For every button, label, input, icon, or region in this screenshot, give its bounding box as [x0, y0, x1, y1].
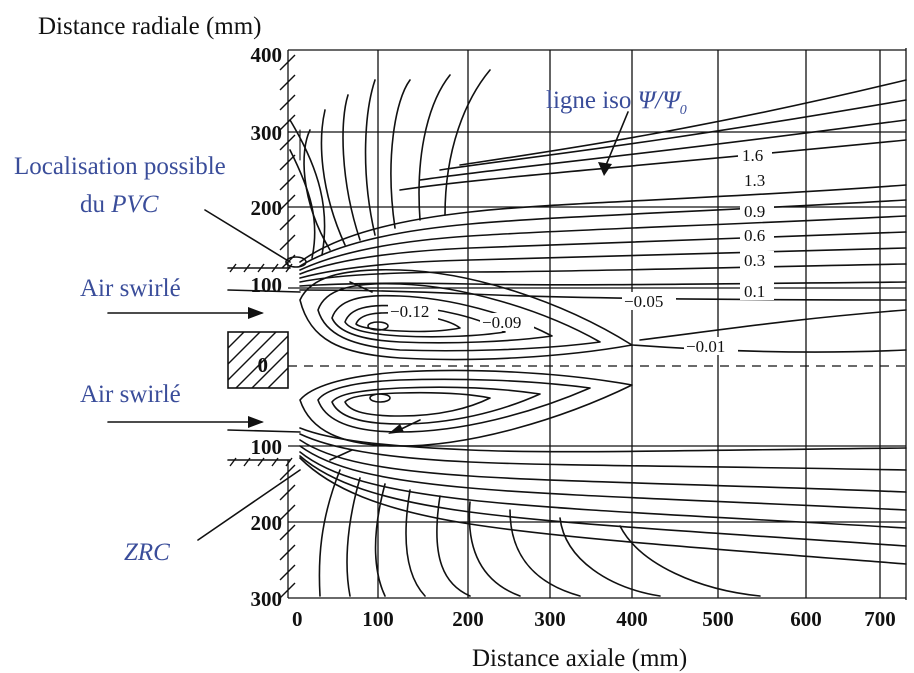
x-tick: 100: [362, 607, 394, 631]
x-tick-labels: 0 100 200 300 400 500 600 700: [292, 607, 896, 631]
x-tick: 400: [616, 607, 648, 631]
pvc-label-line1: Localisation possible: [14, 153, 226, 180]
iso-label: 0.1: [744, 282, 765, 301]
lower-streamlines: [299, 427, 907, 597]
y-axis-title: Distance radiale (mm): [38, 13, 262, 40]
y-tick: 300: [251, 587, 283, 611]
iso-label: 0.9: [744, 202, 765, 221]
y-tick: 100: [251, 273, 283, 297]
y-tick-labels: 400 300 200 100 0 100 200 300: [251, 43, 283, 611]
iso-label: 0.3: [744, 251, 765, 270]
inlet-arrows: [107, 289, 301, 433]
iso-label: 1.3: [744, 171, 765, 190]
y-tick: 400: [251, 43, 283, 67]
iso-label: −0.09: [482, 313, 521, 332]
x-axis-title: Distance axiale (mm): [472, 645, 687, 672]
annotations: ligne iso Ψ/Ψ0 Localisation possible du …: [14, 87, 687, 566]
iso-value-labels: 1.6 1.3 0.9 0.6 0.3 0.1 −0.12 −0.09 −0.0…: [388, 146, 774, 356]
ligne-iso-label: ligne iso Ψ/Ψ0: [546, 87, 687, 118]
y-tick: 100: [251, 435, 283, 459]
grid-lines: [288, 50, 906, 598]
x-tick: 500: [702, 607, 734, 631]
y-tick: 0: [258, 353, 269, 377]
lower-recirculation: [299, 369, 633, 447]
y-tick: 200: [251, 511, 283, 535]
iso-label: −0.12: [390, 302, 429, 321]
iso-label: 0.6: [744, 226, 765, 245]
air-swirl-top-label: Air swirlé: [80, 275, 181, 302]
y-tick: 300: [251, 121, 283, 145]
x-tick: 300: [534, 607, 566, 631]
zrc-label: ZRC: [124, 539, 170, 566]
iso-label: 1.6: [742, 146, 763, 165]
annotation-pointers: [197, 111, 629, 541]
iso-label: −0.05: [624, 292, 663, 311]
y-tick: 200: [251, 196, 283, 220]
x-tick: 600: [790, 607, 822, 631]
x-tick: 700: [864, 607, 896, 631]
plot-frame: [287, 48, 907, 600]
x-tick: 0: [292, 607, 303, 631]
iso-label: −0.01: [686, 337, 725, 356]
air-swirl-bottom-label: Air swirlé: [80, 381, 181, 408]
upper-recirculation: [299, 268, 907, 361]
x-tick: 200: [452, 607, 484, 631]
pvc-label-line2: du PVC: [80, 191, 159, 218]
